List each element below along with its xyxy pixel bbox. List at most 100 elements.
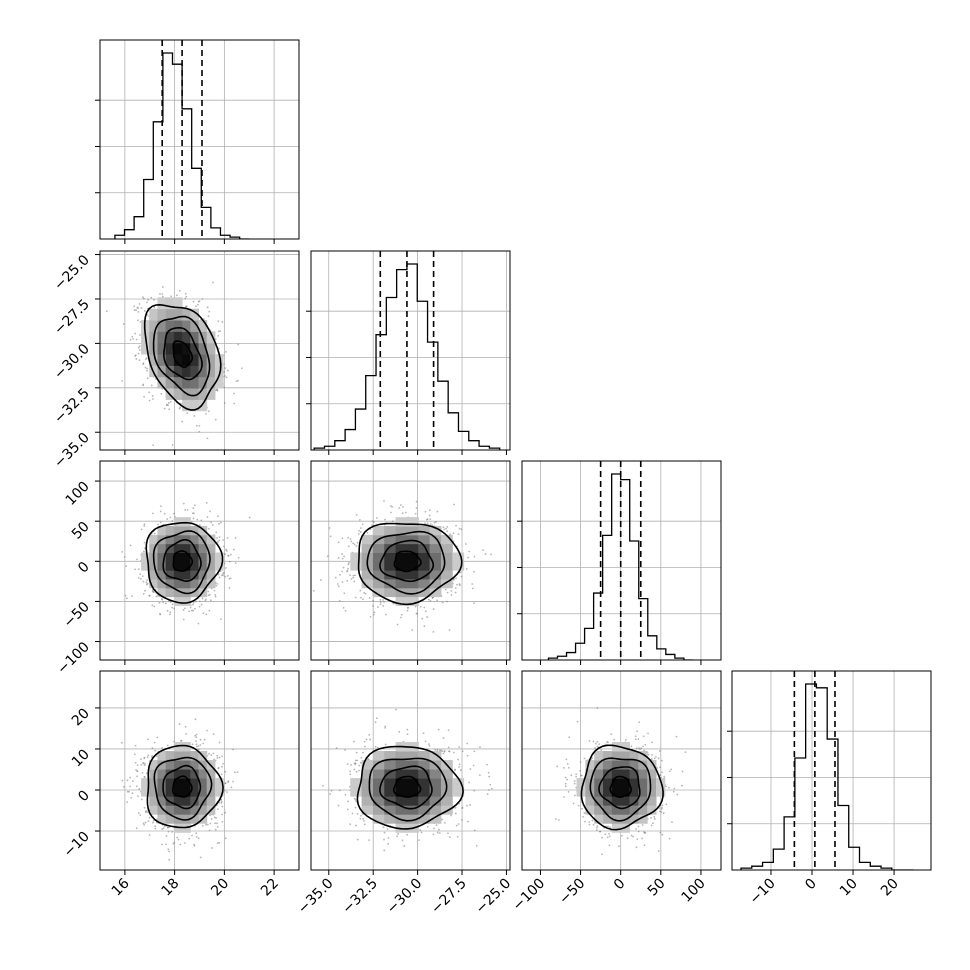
sample-point	[197, 748, 200, 751]
sample-point	[168, 613, 171, 616]
sample-point	[651, 753, 653, 756]
sample-point	[185, 733, 188, 735]
density-cell	[157, 570, 167, 580]
sample-point	[196, 745, 198, 748]
sample-point	[448, 750, 451, 753]
sample-point	[660, 808, 663, 810]
sample-point	[608, 835, 611, 838]
sample-point	[432, 833, 435, 836]
density-cell	[418, 760, 431, 770]
sample-point	[453, 503, 455, 506]
x-tick-label: 0	[611, 876, 629, 894]
sample-point	[143, 310, 146, 312]
sample-point	[190, 520, 193, 523]
sample-point	[195, 743, 198, 746]
density-cell	[361, 778, 374, 788]
sample-point	[139, 577, 142, 580]
sample-point	[403, 845, 406, 847]
density-cell	[638, 778, 648, 788]
density-cell	[157, 751, 167, 761]
sample-point	[207, 527, 210, 530]
sample-point	[653, 757, 656, 760]
density-cell	[585, 796, 595, 806]
panel-3-1: −35.0 −32.5 −30.0 −27.5 −25.0	[295, 670, 514, 917]
sample-point	[215, 817, 217, 819]
density-cell	[372, 561, 385, 571]
sample-point	[145, 772, 148, 775]
sample-point	[217, 330, 220, 333]
sample-point	[466, 754, 469, 757]
sample-point	[574, 794, 576, 797]
density-cell	[384, 543, 397, 553]
sample-point	[201, 597, 204, 600]
sample-point	[436, 599, 439, 602]
density-cell	[182, 760, 191, 770]
sample-point	[224, 567, 227, 569]
density-cell	[594, 796, 604, 806]
sample-point	[232, 748, 235, 751]
contour-level-2	[162, 327, 203, 381]
density-cell	[198, 354, 208, 366]
sample-point	[135, 338, 138, 341]
density-cell	[603, 778, 613, 788]
sample-point	[166, 518, 169, 520]
sample-point	[490, 553, 493, 556]
density-cell	[190, 760, 200, 770]
sample-point	[137, 352, 140, 355]
density-cell	[361, 578, 374, 589]
density-cell	[173, 751, 183, 761]
contour-level-1	[393, 550, 422, 573]
sample-point	[122, 785, 125, 788]
sample-point	[637, 738, 640, 741]
density-cell	[141, 552, 150, 562]
sample-point	[658, 750, 661, 752]
density-cell	[406, 578, 419, 589]
sample-point	[572, 802, 575, 805]
density-cell	[361, 760, 374, 770]
sample-point	[583, 812, 586, 814]
density-cell	[384, 814, 397, 824]
sample-point	[429, 523, 432, 526]
sample-point	[416, 612, 419, 615]
sample-point	[192, 517, 195, 520]
sample-point	[601, 836, 603, 839]
sample-point	[448, 836, 451, 839]
sample-point	[588, 823, 591, 826]
sample-point	[613, 738, 616, 741]
sample-point	[383, 838, 385, 841]
sample-point	[150, 296, 153, 299]
density-cell	[440, 543, 453, 553]
sample-point	[636, 838, 639, 841]
sample-point	[354, 824, 357, 827]
density-cell	[429, 587, 442, 598]
density-cell	[149, 570, 158, 580]
sample-point	[659, 774, 662, 777]
sample-point	[423, 606, 426, 609]
sample-point	[484, 553, 487, 555]
density-cell	[611, 796, 622, 806]
sample-point	[172, 842, 175, 845]
sample-point	[465, 543, 467, 545]
sample-point	[471, 587, 474, 590]
sample-point	[338, 789, 341, 792]
sample-point	[234, 537, 237, 539]
sample-point	[135, 768, 137, 771]
sample-point	[436, 510, 439, 513]
sample-point	[350, 763, 352, 766]
density-cell	[395, 534, 408, 545]
density-cell	[190, 365, 200, 378]
density-cell	[406, 552, 419, 562]
sample-point	[567, 790, 570, 793]
sample-point	[368, 733, 371, 736]
sample-point	[221, 805, 224, 808]
sample-point	[580, 774, 583, 777]
sample-point	[337, 585, 340, 587]
sample-point	[142, 384, 145, 387]
density-cell	[418, 534, 431, 545]
sample-point	[232, 392, 235, 395]
sample-point	[216, 842, 219, 845]
sample-point	[151, 747, 154, 750]
sample-point	[218, 841, 221, 844]
x-tick-label: 0	[802, 876, 820, 894]
sample-point	[591, 757, 594, 759]
